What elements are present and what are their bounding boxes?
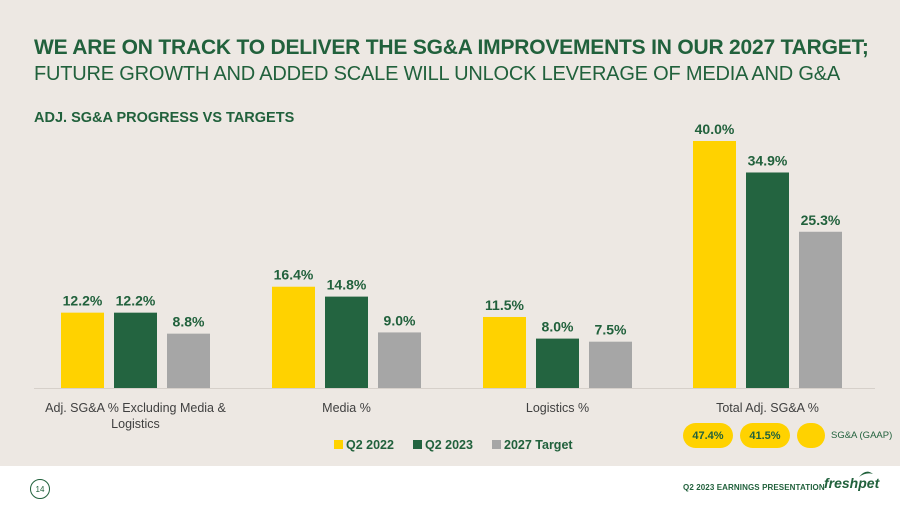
data-label-2-2: 7.5% (595, 322, 627, 338)
category-label-0-0: Adj. SG&A % Excluding Media & (45, 401, 226, 415)
data-label-1-1: 14.8% (327, 277, 367, 293)
bar-1-0 (114, 312, 157, 388)
category-label-3-0: Total Adj. SG&A % (716, 401, 819, 415)
data-label-0-3: 40.0% (695, 121, 735, 137)
data-label-1-3: 34.9% (748, 152, 788, 168)
freshpet-logo: freshpet (824, 475, 880, 491)
category-label-2-0: Logistics % (526, 401, 589, 415)
category-label-1-0: Media % (322, 401, 371, 415)
data-label-0-0: 12.2% (63, 293, 103, 309)
page-subtitle: FUTURE GROWTH AND ADDED SCALE WILL UNLOC… (34, 63, 841, 85)
bar-1-3 (746, 172, 789, 388)
bar-2-2 (589, 341, 632, 388)
bar-1-2 (536, 338, 579, 388)
data-label-1-0: 12.2% (116, 293, 156, 309)
logo-leaf-icon (859, 471, 873, 477)
chart-title: ADJ. SG&A PROGRESS VS TARGETS (34, 110, 295, 126)
data-label-2-0: 8.8% (173, 314, 205, 330)
gaap-legend-key (797, 423, 825, 448)
data-label-2-1: 9.0% (384, 312, 416, 328)
legend-swatch-0 (334, 440, 343, 449)
bar-1-1 (325, 296, 368, 388)
bar-2-0 (167, 333, 210, 388)
data-label-1-2: 8.0% (542, 319, 574, 335)
category-label-0-1: Logistics (111, 417, 160, 431)
data-label-2-3: 25.3% (801, 212, 841, 228)
legend-swatch-2 (492, 440, 501, 449)
legend-swatch-1 (413, 440, 422, 449)
gaap-q2-2022-badge: 47.4% (683, 423, 733, 448)
legend-label-2: 2027 Target (504, 438, 573, 452)
footer (0, 466, 900, 506)
bar-2-3 (799, 231, 842, 388)
page-number: 14 (30, 479, 50, 499)
bar-0-1 (272, 286, 315, 388)
bar-0-3 (693, 141, 736, 388)
legend-label-1: Q2 2023 (425, 438, 473, 452)
gaap-legend-label: SG&A (GAAP) (831, 430, 893, 441)
bar-0-2 (483, 316, 526, 388)
presentation-label: Q2 2023 EARNINGS PRESENTATION (683, 483, 825, 492)
data-label-0-1: 16.4% (274, 267, 314, 283)
legend-label-0: Q2 2022 (346, 438, 394, 452)
page-title: WE ARE ON TRACK TO DELIVER THE SG&A IMPR… (34, 36, 869, 59)
gaap-q2-2023-badge: 41.5% (740, 423, 790, 448)
sga-bar-chart: 12.2% 16.4% 11.5% 40.0% 12.2% 14.8% 8.0% 34.9% 8… (34, 121, 875, 452)
bar-2-1 (378, 332, 421, 388)
data-label-0-2: 11.5% (485, 297, 524, 313)
bar-0-0 (61, 312, 104, 388)
